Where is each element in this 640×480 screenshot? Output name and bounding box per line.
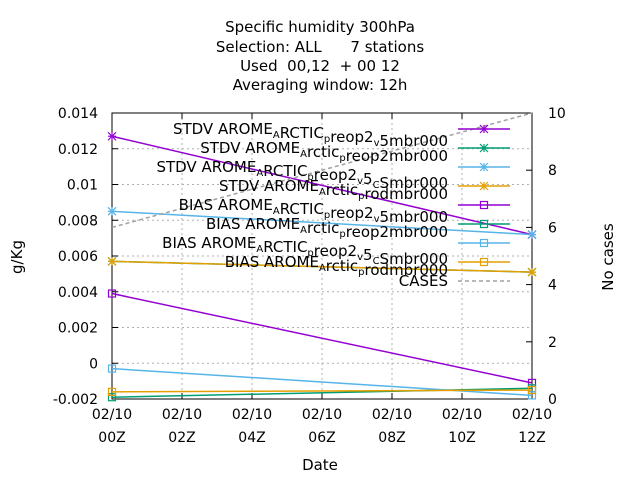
legend-entry: BIAS AROMEARCTICpreop2v5mbr000: [179, 196, 510, 226]
data-point: [479, 219, 489, 229]
y-tick-label: 0.006: [58, 249, 98, 265]
series-7: [107, 385, 537, 396]
y2-tick-label: 4: [548, 278, 557, 294]
legend-entry: STDV AROMEARCTICpreop2v5mbr000: [173, 120, 510, 150]
x-tick-label-date: 02/10: [442, 407, 482, 423]
data-point: [107, 206, 117, 216]
x-tick-label-hour: 08Z: [378, 430, 405, 446]
x-tick-label-hour: 00Z: [98, 430, 125, 446]
data-point: [107, 131, 117, 141]
legend-entry: BIAS AROMEArcticpreop2mbr000: [206, 215, 510, 241]
x-tick-label-date: 02/10: [232, 407, 272, 423]
plot-frame: [111, 112, 533, 400]
data-point: [107, 289, 117, 298]
data-point: [107, 256, 117, 266]
chart-title: Specific humidity 300hPa Selection: ALL …: [216, 18, 424, 94]
y-tick-label: 0.002: [58, 321, 98, 337]
axes: -0.002 0 0.002 0.004 0.006 0.008 0.01 0.012 0.01…: [53, 106, 566, 446]
y-tick-label: 0.008: [58, 213, 98, 229]
x-tick-label-hour: 04Z: [238, 430, 265, 446]
data-point: [527, 391, 537, 400]
x-tick-label-date: 02/10: [162, 407, 202, 423]
data-point: [107, 393, 117, 402]
title-line-4: Averaging window: 12h: [233, 76, 408, 94]
data-point: [527, 267, 537, 277]
y-tick-label: 0: [89, 356, 98, 372]
data-point: [479, 200, 489, 210]
y2-tick-label: 6: [548, 220, 557, 236]
x-tick-label-date: 02/10: [512, 407, 552, 423]
series-line: [111, 135, 533, 236]
data-point: [107, 387, 117, 396]
y2-tick-label: 8: [548, 163, 557, 179]
legend-label: CASES: [399, 272, 448, 290]
legend-entry: CASES: [399, 272, 510, 290]
legend-label: BIAS AROMEArcticprodmbr000: [225, 253, 448, 279]
series-line: [111, 389, 533, 393]
title-line-1: Specific humidity 300hPa: [225, 18, 415, 36]
legend-label: STDV AROMEArcticpreop2mbr000: [200, 139, 448, 165]
data-point: [479, 238, 489, 248]
y-tick-label: 0.01: [67, 178, 98, 194]
legend-entry: BIAS AROMEArcticprodmbr000: [225, 253, 510, 279]
series-line: [111, 210, 533, 236]
x-tick-label-hour: 02Z: [168, 430, 195, 446]
legend-entry: STDV AROMEArcticpreop2mbr000: [200, 139, 510, 165]
title-line-3: Used 00,12 + 00 12: [240, 57, 400, 75]
x-tick-label-date: 02/10: [372, 407, 412, 423]
x-tick-label-date: 02/10: [92, 407, 132, 423]
x-tick-label-hour: 06Z: [308, 430, 335, 446]
legend-label: STDV AROMEArcticprodmbr000: [219, 177, 448, 203]
legend-entry: STDV AROMEARCTICpreop2v5CSmbr000: [156, 158, 510, 192]
series-2: [107, 206, 537, 239]
x-axis-title: Date: [302, 456, 338, 474]
legend-entry: BIAS AROMEARCTICpreop2v5CSmbr000: [162, 234, 510, 268]
y2-tick-label: 2: [548, 335, 557, 351]
legend-label: STDV AROMEARCTICpreop2v5CSmbr000: [156, 158, 448, 192]
legend-label: BIAS AROMEArcticpreop2mbr000: [206, 215, 448, 241]
title-line-2: Selection: ALL 7 stations: [216, 38, 424, 56]
x-tick-label-date: 02/10: [302, 407, 342, 423]
y2-tick-label: 10: [548, 106, 566, 122]
series-3: [107, 256, 537, 277]
legend-entry: STDV AROMEArcticprodmbr000: [219, 177, 510, 203]
y-tick-label: -0.002: [53, 392, 98, 408]
series-group: [107, 112, 537, 402]
y-tick-label: 0.004: [58, 285, 98, 301]
series-line: [111, 260, 533, 273]
series-8: [111, 112, 533, 229]
data-point: [479, 124, 489, 134]
y-tick-label: 0.012: [58, 142, 98, 158]
legend-label: STDV AROMEARCTICpreop2v5mbr000: [173, 120, 448, 150]
y-axis-title: g/Kg: [8, 240, 26, 274]
series-line: [111, 112, 533, 229]
legend-label: BIAS AROMEARCTICpreop2v5CSmbr000: [162, 234, 448, 268]
y-tick-label: 0.014: [58, 106, 98, 122]
data-point: [527, 230, 537, 239]
x-tick-label-hour: 12Z: [518, 430, 545, 446]
grid: [112, 113, 532, 399]
data-point: [107, 364, 117, 373]
data-point: [479, 162, 489, 172]
series-line: [111, 292, 533, 384]
x-tick-label-hour: 10Z: [448, 430, 475, 446]
data-point: [479, 143, 489, 153]
data-point: [479, 181, 489, 191]
y2-tick-label: 0: [548, 392, 557, 408]
data-point: [479, 257, 489, 267]
y2-axis-title: No cases: [599, 223, 617, 291]
legend-label: BIAS AROMEARCTICpreop2v5mbr000: [179, 196, 448, 226]
data-point: [527, 385, 537, 395]
